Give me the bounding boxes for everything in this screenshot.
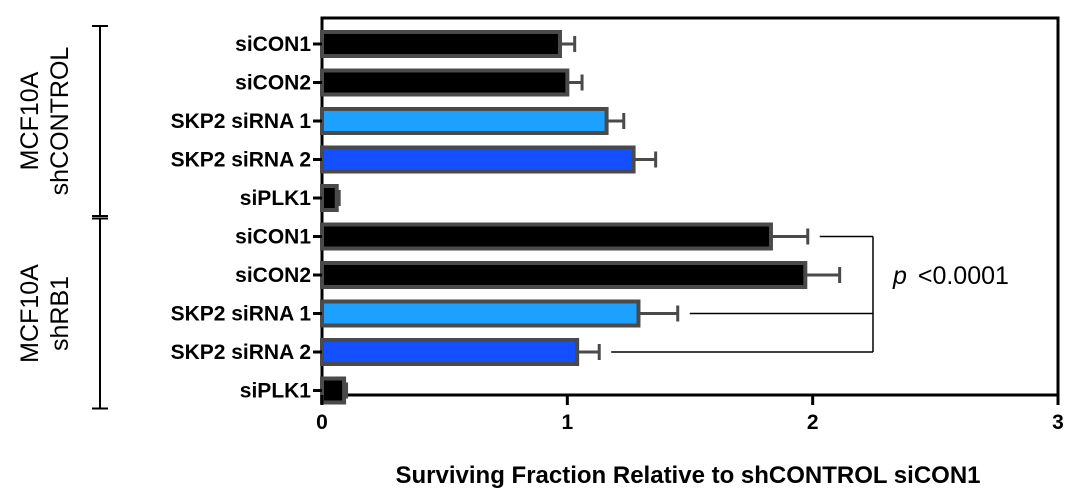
category-label: siCON1 bbox=[235, 33, 311, 56]
x-tick-label: 3 bbox=[1052, 411, 1064, 434]
x-tick-label: 1 bbox=[561, 411, 573, 434]
category-label: siCON1 bbox=[235, 226, 311, 249]
x-axis-title: Surviving Fraction Relative to shCONTROL… bbox=[396, 462, 981, 489]
group-label-line2: shRB1 bbox=[46, 276, 74, 351]
category-label: siCON2 bbox=[235, 72, 311, 95]
category-label: SKP2 siRNA 1 bbox=[171, 110, 312, 133]
group-label: MCF10AshRB1 bbox=[16, 264, 74, 363]
category-label: SKP2 siRNA 1 bbox=[171, 303, 312, 326]
bar-g2-3 bbox=[320, 299, 641, 328]
bar-g1-5 bbox=[320, 184, 339, 212]
category-labels: siCON1 siCON2 SKP2 siRNA 1 SKP2 siRNA 2 siPL… bbox=[171, 33, 322, 403]
bar-g1-2 bbox=[320, 68, 570, 97]
bar-g1-4 bbox=[320, 145, 636, 174]
group-label-line2: shCONTROL bbox=[46, 47, 74, 196]
bar-g2-4 bbox=[320, 338, 580, 366]
x-axis: 0 1 2 3 bbox=[316, 395, 1064, 434]
category-label: SKP2 siRNA 2 bbox=[171, 149, 311, 172]
significance-annotation: p <0.0001 bbox=[611, 235, 1009, 353]
x-tick-label: 2 bbox=[807, 411, 819, 434]
bar-g1-1 bbox=[320, 30, 562, 58]
category-label: siPLK1 bbox=[240, 380, 312, 403]
p-value-text: <0.0001 bbox=[918, 262, 1009, 290]
category-label: siCON2 bbox=[235, 264, 311, 287]
p-symbol: p bbox=[892, 262, 907, 290]
group-label-line1: MCF10A bbox=[16, 264, 44, 363]
group-label-line1: MCF10A bbox=[16, 71, 44, 170]
p-value-annotation: p <0.0001 bbox=[892, 262, 1009, 290]
bar-g2-1 bbox=[320, 222, 773, 251]
bars-layer bbox=[320, 30, 842, 405]
bar-g1-3 bbox=[320, 107, 609, 135]
bar-g2-5 bbox=[320, 376, 347, 405]
category-label: siPLK1 bbox=[240, 187, 312, 210]
x-tick-label: 0 bbox=[316, 411, 328, 434]
group-label: MCF10AshCONTROL bbox=[16, 47, 74, 196]
bar-g2-2 bbox=[320, 261, 808, 289]
category-label: SKP2 siRNA 2 bbox=[171, 341, 311, 364]
